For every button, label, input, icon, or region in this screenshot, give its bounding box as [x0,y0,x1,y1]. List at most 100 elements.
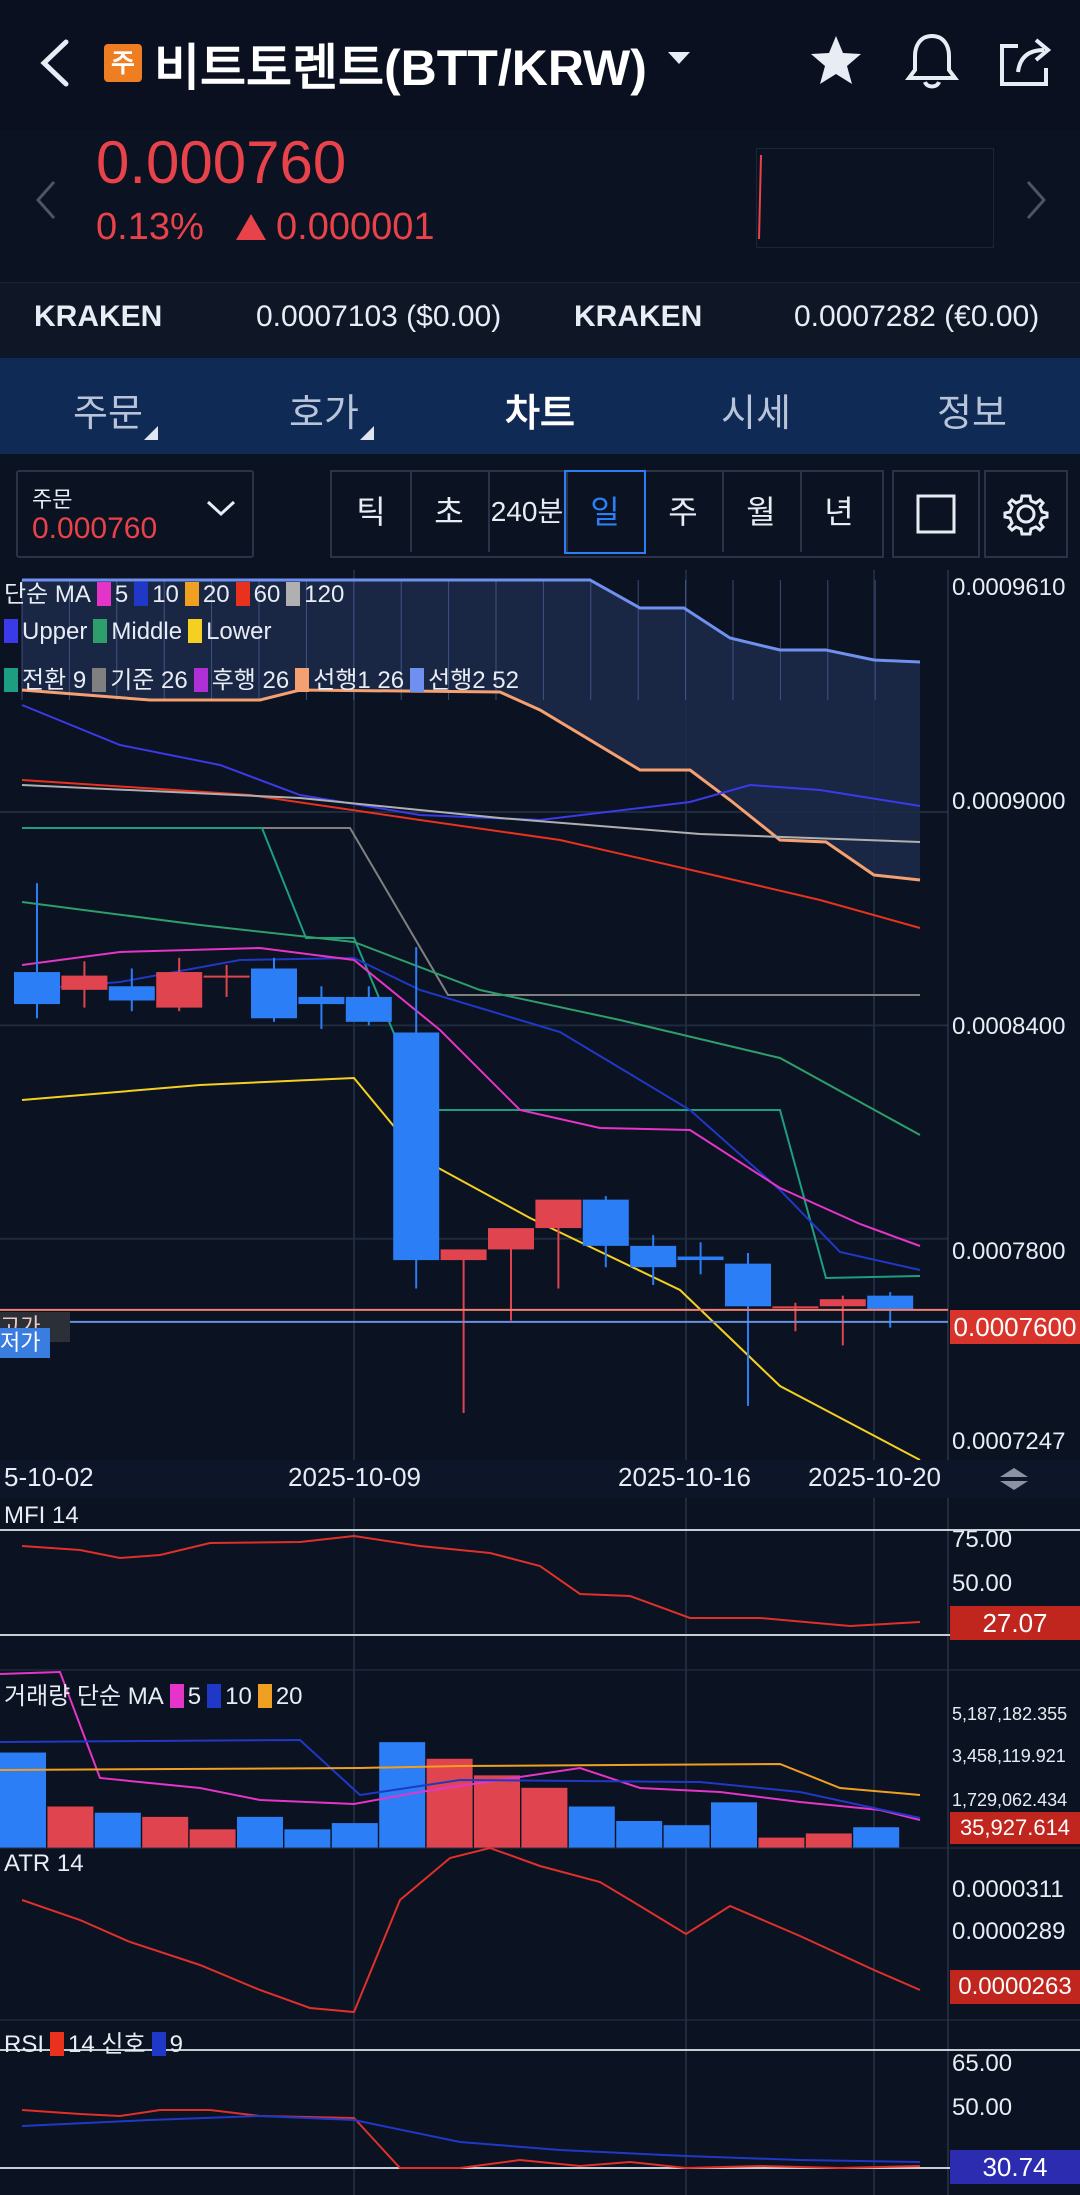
candle-body [488,1228,534,1250]
ichimoku-legend: 전환 9 기준 26 후행 26 선행1 26 선행2 52 [4,660,519,695]
chevron-down-icon[interactable] [204,496,238,525]
bb-upper-line [21,704,921,822]
volume-bar [0,1752,46,1848]
ma-legend-item: 20 [202,581,230,608]
tab-orderbook[interactable]: 호가 [289,393,359,435]
volume-bar [142,1816,189,1848]
atr-level: 0.0000289 [952,1918,1066,1945]
candle-body [819,1299,866,1307]
low-marker-label: 저가 [0,1328,50,1358]
gear-icon [1003,494,1049,536]
fullscreen-button[interactable] [892,470,980,558]
change-amount: 0.000001 [276,206,435,248]
candle-body [298,996,345,1005]
mini-chart [756,148,994,248]
ichimoku-legend-item: 전환 9 [22,667,87,694]
volume-bar [284,1829,331,1848]
candle-body [156,972,203,1008]
chart-canvas[interactable] [0,570,1080,2195]
rsi-legend-title: RSI [4,2031,45,2058]
prev-coin-icon[interactable] [34,178,58,227]
candle-body [440,1249,487,1261]
mfi-level: 75.00 [952,1526,1013,1553]
color-swatch [93,619,108,643]
color-swatch [295,668,310,692]
ichimoku-legend-item: 기준 26 [110,667,188,694]
color-swatch [257,1684,272,1708]
volume-bar [94,1812,141,1848]
coin-title[interactable]: 비트토렌트(BTT/KRW) [154,40,647,96]
exchange-name: KRAKEN [574,300,703,333]
mfi-level: 50.00 [952,1570,1013,1597]
next-coin-icon[interactable] [1024,178,1048,227]
volume-bar [47,1806,94,1848]
resize-handle-icon[interactable] [996,1466,1032,1497]
bb-legend-item: Lower [206,618,272,645]
color-swatch [184,582,199,606]
ma-legend-item: 5 [114,581,129,608]
tab-chart[interactable]: 차트 [505,393,575,435]
rsi-signal-line [21,2114,921,2163]
ichimoku-legend-item: 후행 26 [211,667,290,694]
order-select[interactable] [16,470,254,558]
volume-bar [189,1829,236,1848]
price-axis-label: 0.0009610 [952,574,1066,601]
share-icon[interactable] [996,28,1056,94]
atr-title: ATR 14 [4,1850,84,1877]
date-axis-label: 2025-10-20 [808,1462,941,1492]
tab-quotes[interactable]: 시세 [721,393,791,435]
date-axis-bar [0,1460,1080,1498]
ma120-line [21,784,921,843]
volume-bar [474,1775,520,1848]
period-week-button[interactable]: 주 [644,472,724,552]
candle-body [725,1263,771,1307]
color-swatch [4,668,18,692]
ma-legend-item: 120 [304,581,345,608]
color-swatch [207,1684,222,1708]
candle-body [14,972,60,1005]
ma-legend-item: 60 [253,581,281,608]
volume-bar [616,1821,663,1848]
current-price: 0.000760 [96,129,347,196]
mfi-title: MFI 14 [4,1502,79,1529]
candle-body [108,986,155,1001]
rsi-current-tag: 30.74 [950,2150,1080,2184]
rsi-level: 65.00 [952,2050,1013,2077]
date-axis-label: 2025-10-09 [288,1462,421,1492]
candle-body [582,1199,629,1246]
corner-icon [360,426,374,440]
settings-button[interactable] [984,470,1068,558]
candle-body [203,975,250,978]
volume-legend: 거래량 단순 MA 5 10 20 [4,1676,303,1711]
volume-bar [331,1823,378,1848]
candle-body [630,1245,677,1268]
bell-icon[interactable] [902,28,962,94]
bb-legend-item: Upper [22,618,88,645]
period-day-button[interactable]: 일 [564,470,646,554]
volume-legend-item: 20 [275,1683,303,1710]
period-month-button[interactable]: 월 [722,472,802,552]
volume-bar [805,1833,852,1848]
volume-level: 1,729,062.434 [952,1790,1068,1810]
bb-middle-line [21,901,921,1136]
back-icon[interactable] [30,30,80,96]
star-icon[interactable] [806,28,866,94]
color-swatch [410,668,425,692]
period-year-button[interactable]: 년 [824,494,854,530]
period-second-button[interactable]: 초 [410,472,490,552]
dropdown-icon[interactable] [668,52,690,64]
volume-current-tag: 35,927.614 [950,1812,1080,1844]
rsi-legend-item: 9 [169,2031,183,2058]
tab-info[interactable]: 정보 [937,393,1007,435]
bb-lower-line [21,1076,921,1461]
volume-bar [853,1827,900,1848]
period-tick-button[interactable]: 틱 [332,472,412,552]
color-swatch [151,2032,166,2056]
bb-legend: Upper Middle Lower [4,618,271,646]
exchange-price: 0.0007282 (€0.00) [794,300,1040,333]
exchange-name: KRAKEN [34,300,163,333]
period-240min-button[interactable]: 240분 [488,472,568,552]
tab-order[interactable]: 주문 [73,393,143,435]
rsi-line [21,2109,921,2170]
span-a-line [21,688,921,882]
